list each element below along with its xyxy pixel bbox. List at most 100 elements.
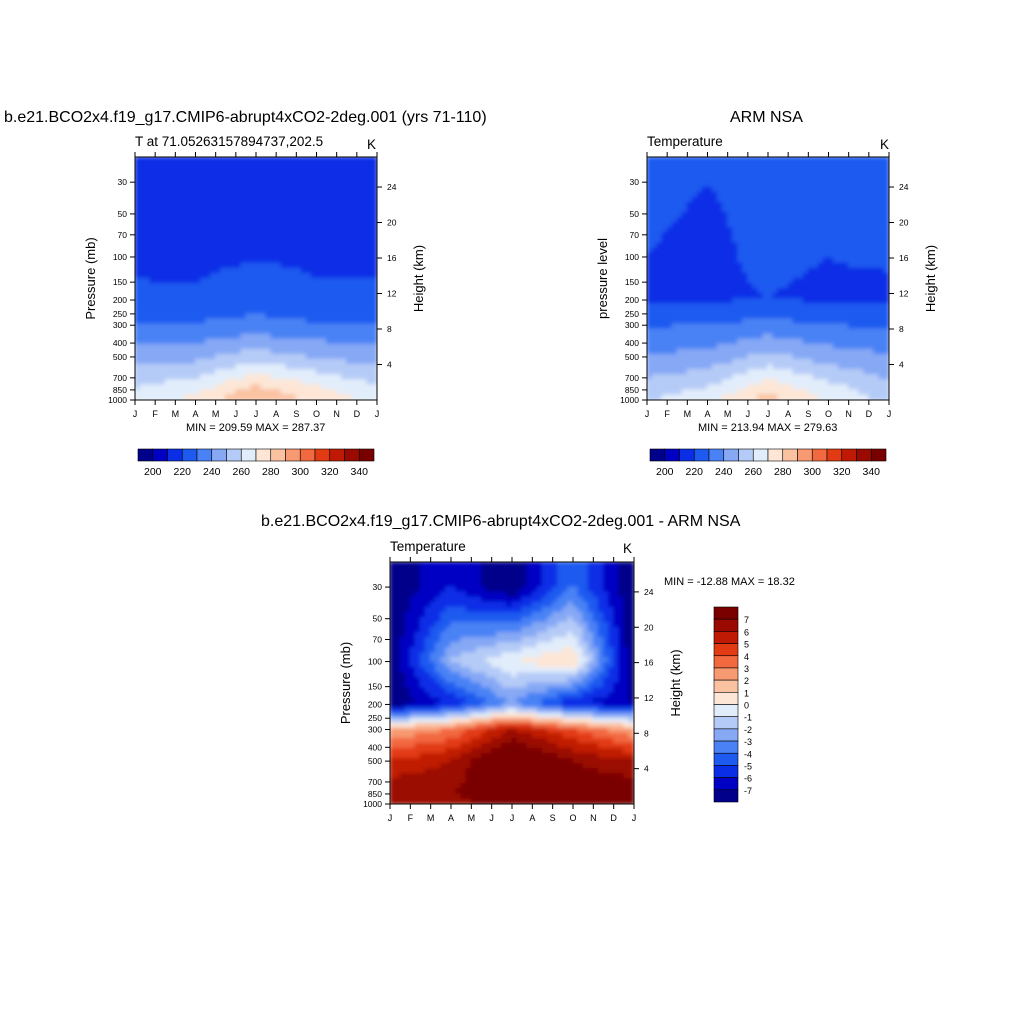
- heatmap-cell: [159, 338, 166, 345]
- heatmap-cell: [275, 166, 282, 173]
- heatmap-cell: [285, 262, 292, 269]
- heatmap-cell: [295, 353, 302, 361]
- heatmap-cell: [315, 318, 323, 325]
- heatmap-cell: [742, 181, 749, 188]
- heatmap-cell: [722, 288, 729, 295]
- heatmap-cell: [772, 272, 779, 280]
- colorbar-tick-label: 320: [321, 466, 339, 478]
- heatmap-cell: [240, 181, 247, 188]
- heatmap-cell: [240, 277, 247, 285]
- heatmap-cell: [822, 369, 830, 376]
- heatmap-cell: [701, 353, 709, 361]
- heatmap-cell: [701, 212, 709, 219]
- heatmap-cell: [361, 176, 368, 183]
- heatmap-cell: [315, 191, 323, 199]
- heatmap-cell: [305, 282, 313, 290]
- heatmap-cell: [199, 369, 207, 376]
- heatmap-cell: [651, 338, 658, 345]
- heatmap-cell: [732, 272, 739, 280]
- heatmap-cell: [681, 242, 688, 249]
- heatmap-cell: [716, 207, 724, 214]
- heatmap-cell: [671, 282, 678, 290]
- heatmap-cell: [822, 186, 830, 194]
- heatmap-cell: [280, 277, 287, 285]
- heatmap-cell: [366, 196, 373, 204]
- heatmap-cell: [863, 298, 870, 305]
- heatmap-cell: [331, 348, 338, 356]
- x-tick-label: O: [313, 409, 320, 419]
- heatmap-cell: [757, 222, 764, 229]
- heatmap-cell: [184, 384, 192, 391]
- heatmap-cell: [681, 217, 688, 224]
- heatmap-cell: [722, 348, 729, 356]
- heatmap-cell: [164, 288, 171, 295]
- heatmap-cell: [179, 207, 187, 214]
- heatmap-cell: [792, 267, 799, 275]
- heatmap-cell: [651, 298, 658, 305]
- heatmap-cell: [686, 242, 693, 249]
- heatmap-cell: [521, 566, 528, 573]
- heatmap-cell: [711, 186, 719, 194]
- heatmap-cell: [863, 272, 870, 280]
- panel2-minmax: MIN = 213.94 MAX = 279.63: [698, 422, 838, 434]
- heatmap-cell: [651, 369, 658, 376]
- heatmap-cell: [757, 394, 764, 400]
- heatmap-cell: [832, 181, 840, 188]
- heatmap-cell: [827, 237, 835, 244]
- heatmap-cell: [822, 348, 830, 356]
- heatmap-cell: [772, 247, 779, 254]
- heatmap-cell: [139, 343, 146, 350]
- heatmap-cell: [139, 232, 146, 239]
- heatmap-cell: [767, 191, 774, 199]
- heatmap-cell: [762, 207, 769, 214]
- heatmap-cell: [827, 257, 835, 264]
- heatmap-cell: [656, 222, 663, 229]
- heatmap-cell: [179, 338, 187, 345]
- heatmap-cell: [245, 277, 252, 285]
- heatmap-cell: [878, 318, 885, 325]
- heatmap-cell: [762, 161, 769, 168]
- heatmap-cell: [812, 384, 820, 391]
- heatmap-cell: [260, 313, 267, 320]
- heatmap-cell: [853, 272, 860, 280]
- heatmap-cell: [159, 298, 166, 305]
- heatmap-cell: [676, 394, 683, 400]
- heatmap-cell: [225, 323, 232, 330]
- heatmap-cell: [827, 282, 835, 290]
- heatmap-cell: [883, 353, 889, 361]
- heatmap-cell: [827, 323, 835, 330]
- heatmap-cell: [275, 303, 282, 310]
- heatmap-cell: [787, 191, 794, 199]
- heatmap-cell: [686, 207, 693, 214]
- heatmap-cell: [210, 318, 217, 325]
- heatmap-cell: [701, 303, 709, 310]
- heatmap-cell: [661, 384, 668, 391]
- heatmap-cell: [215, 389, 222, 396]
- heatmap-cell: [737, 252, 744, 259]
- heatmap-cell: [732, 318, 739, 325]
- heatmap-cell: [843, 308, 850, 315]
- heatmap-cell: [792, 217, 799, 224]
- heatmap-cell: [863, 333, 870, 340]
- heatmap-cell: [204, 323, 212, 330]
- heatmap-cell: [265, 247, 272, 254]
- heatmap-cell: [371, 333, 377, 340]
- heatmap-cell: [716, 181, 724, 188]
- heatmap-cell: [280, 348, 287, 356]
- heatmap-cell: [310, 363, 318, 371]
- heatmap-cell: [868, 222, 875, 229]
- heatmap-cell: [727, 363, 734, 371]
- heatmap-cell: [341, 374, 348, 381]
- heatmap-cell: [139, 257, 146, 264]
- y-tick-label: 500: [625, 352, 639, 362]
- heatmap-cell: [164, 222, 171, 229]
- heatmap-cell: [807, 257, 814, 264]
- heatmap-cell: [722, 157, 729, 163]
- heatmap-cell: [204, 394, 212, 400]
- heatmap-cell: [250, 237, 257, 244]
- heatmap-cell: [868, 323, 875, 330]
- heatmap-cell: [706, 212, 714, 219]
- heatmap-cell: [139, 207, 146, 214]
- heatmap-cell: [541, 571, 549, 578]
- heatmap-cell: [656, 333, 663, 340]
